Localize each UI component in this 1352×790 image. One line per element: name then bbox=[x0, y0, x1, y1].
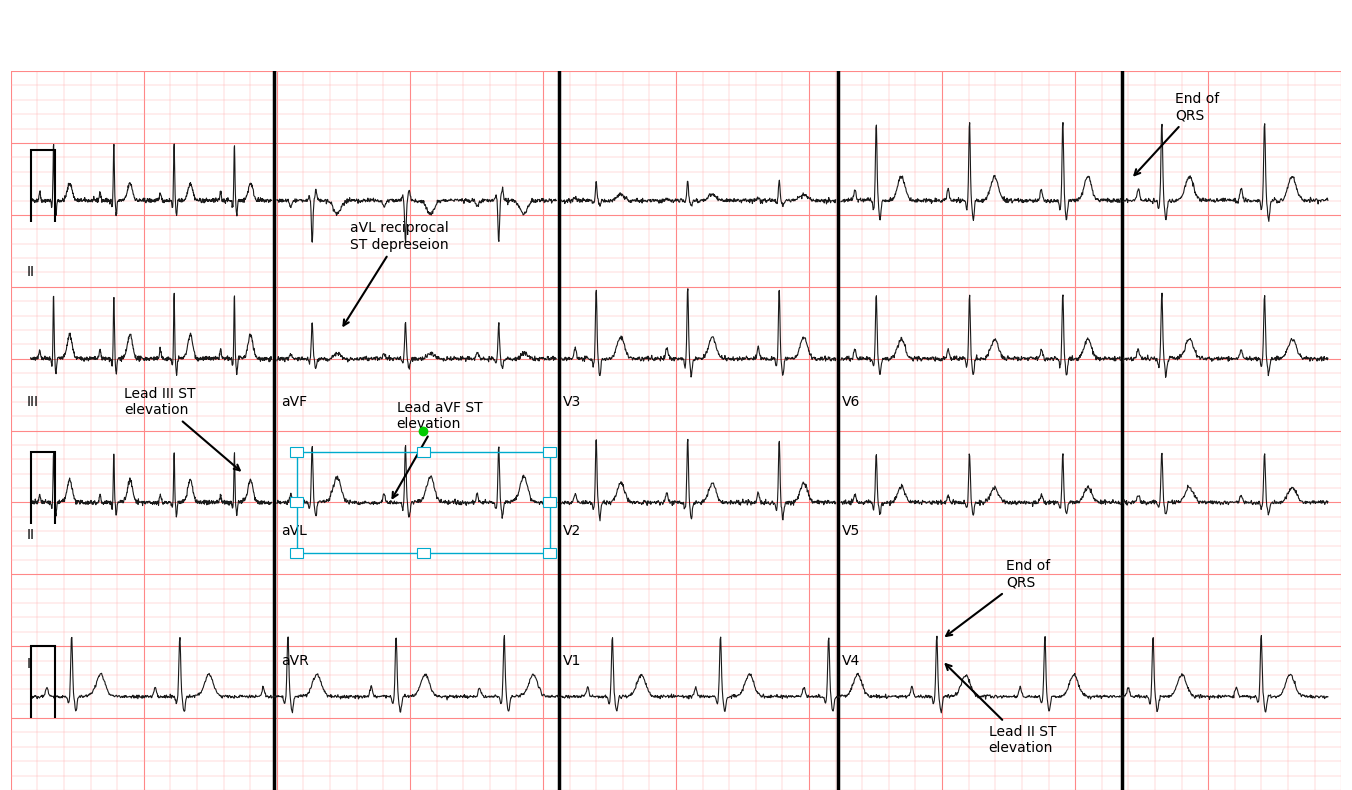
Text: V5: V5 bbox=[842, 525, 860, 538]
Text: Lead III ST
elevation: Lead III ST elevation bbox=[124, 386, 239, 470]
Text: I: I bbox=[27, 657, 31, 672]
Text: End of
QRS: End of QRS bbox=[1134, 92, 1220, 175]
Text: Lead II ST
elevation: Lead II ST elevation bbox=[945, 664, 1056, 754]
Bar bbox=[291, 498, 303, 507]
Text: V4: V4 bbox=[842, 653, 860, 668]
Text: V1: V1 bbox=[562, 653, 581, 668]
Bar bbox=[416, 447, 430, 457]
Text: III: III bbox=[27, 395, 39, 408]
Text: aVL reciprocal
ST depreseion: aVL reciprocal ST depreseion bbox=[343, 221, 449, 325]
Text: II: II bbox=[27, 528, 35, 542]
Bar bbox=[291, 447, 303, 457]
Text: aVR: aVR bbox=[281, 653, 308, 668]
Text: aVF: aVF bbox=[281, 395, 307, 408]
Text: V2: V2 bbox=[562, 525, 581, 538]
Bar bbox=[416, 547, 430, 558]
Bar bbox=[291, 547, 303, 558]
Bar bbox=[544, 547, 556, 558]
Text: V3: V3 bbox=[562, 395, 581, 408]
Bar bbox=[544, 498, 556, 507]
Text: Lead aVF ST
elevation: Lead aVF ST elevation bbox=[392, 401, 483, 498]
Text: V6: V6 bbox=[842, 395, 861, 408]
Text: End of
QRS: End of QRS bbox=[946, 559, 1051, 636]
Bar bbox=[544, 447, 556, 457]
Text: II: II bbox=[27, 265, 35, 280]
Text: aVL: aVL bbox=[281, 525, 307, 538]
